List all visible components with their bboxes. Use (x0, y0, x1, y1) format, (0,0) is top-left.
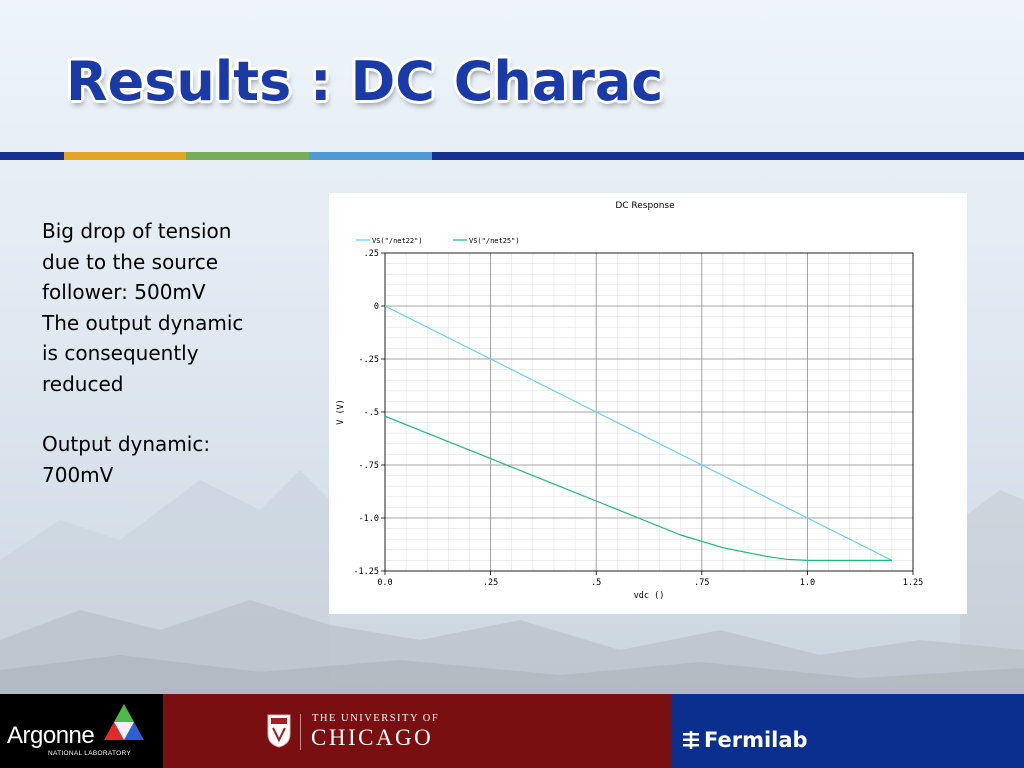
y-tick-label: -.75 (359, 461, 379, 471)
y-tick-label: .25 (364, 249, 379, 259)
text-line: 700mV (42, 462, 114, 487)
text-line: is consequently (42, 341, 199, 365)
paragraph-output-dynamic: Output dynamic: 700mV (42, 429, 302, 490)
y-tick-label: -1.25 (353, 567, 379, 577)
argonne-wordmark: Argonne (7, 722, 95, 749)
stripe-segment-orange (64, 152, 186, 160)
dc-response-chart: DC Response VS("/net22") VS("/net25") 0.0… (329, 193, 967, 614)
stripe-segment-blue (309, 152, 432, 160)
footer-argonne: Argonne NATIONAL LABORATORY (0, 694, 163, 768)
x-tick-label: 1.0 (800, 578, 815, 588)
series-line-2 (384, 415, 892, 561)
chart-grid (384, 252, 914, 572)
text-line: Big drop of tension (42, 219, 232, 243)
y-tick-label: -1.0 (359, 514, 379, 524)
x-tick-label: 0.0 (377, 578, 392, 588)
chicago-line1: THE UNIVERSITY OF (312, 713, 440, 724)
text-line: follower: 500mV (42, 280, 206, 304)
university-crest-icon (267, 714, 291, 748)
text-line: The output dynamic (42, 310, 244, 335)
chart-svg: DC Response VS("/net22") VS("/net25") 0.0… (336, 201, 923, 601)
fermilab-wordmark: Fermilab (704, 728, 808, 752)
stripe-segment-left (0, 152, 64, 160)
stripe-segment-right (432, 152, 1024, 160)
body-text: Big drop of tension due to the source fo… (42, 216, 302, 490)
text-line: reduced (42, 371, 124, 396)
text-line: Output dynamic: (42, 432, 211, 456)
legend-label-1: VS("/net22") (372, 237, 423, 245)
slide-title: Results : DC Charac (66, 50, 664, 113)
y-axis-label: V (V) (336, 399, 346, 425)
chart-series (384, 305, 893, 561)
legend-label-2: VS("/net25") (469, 237, 520, 245)
footer-fermilab: Fermilab (671, 694, 1024, 768)
y-tick-label: -.5 (364, 408, 379, 418)
argonne-triangle-logo (104, 704, 144, 740)
x-tick-label: .75 (694, 578, 709, 588)
text-line: due to the source (42, 249, 219, 274)
stripe-segment-green (186, 152, 309, 160)
x-axis-label: vdc () (634, 591, 665, 601)
series-line-1 (384, 305, 893, 561)
x-tick-label: .25 (483, 578, 498, 588)
chicago-divider (300, 714, 301, 750)
y-tick-label: -.25 (359, 355, 379, 365)
chart-legend: VS("/net22") VS("/net25") (356, 237, 520, 245)
footer-chicago: THE UNIVERSITY OF CHICAGO (163, 694, 671, 768)
chart-axes: 0.0 .25 .5 .75 1.0 1.25 .25 0 -.25 -.5 -.75 -1.0 -1.… (353, 249, 923, 588)
argonne-subtitle: NATIONAL LABORATORY (48, 750, 131, 757)
y-tick-label: 0 (374, 302, 379, 312)
chicago-line2: CHICAGO (311, 725, 434, 750)
fermilab-logo-icon (683, 731, 699, 749)
x-tick-label: .5 (591, 578, 601, 588)
paragraph-tension-drop: Big drop of tension due to the source fo… (42, 216, 302, 399)
chart-title: DC Response (615, 201, 675, 211)
x-tick-label: 1.25 (903, 578, 923, 588)
